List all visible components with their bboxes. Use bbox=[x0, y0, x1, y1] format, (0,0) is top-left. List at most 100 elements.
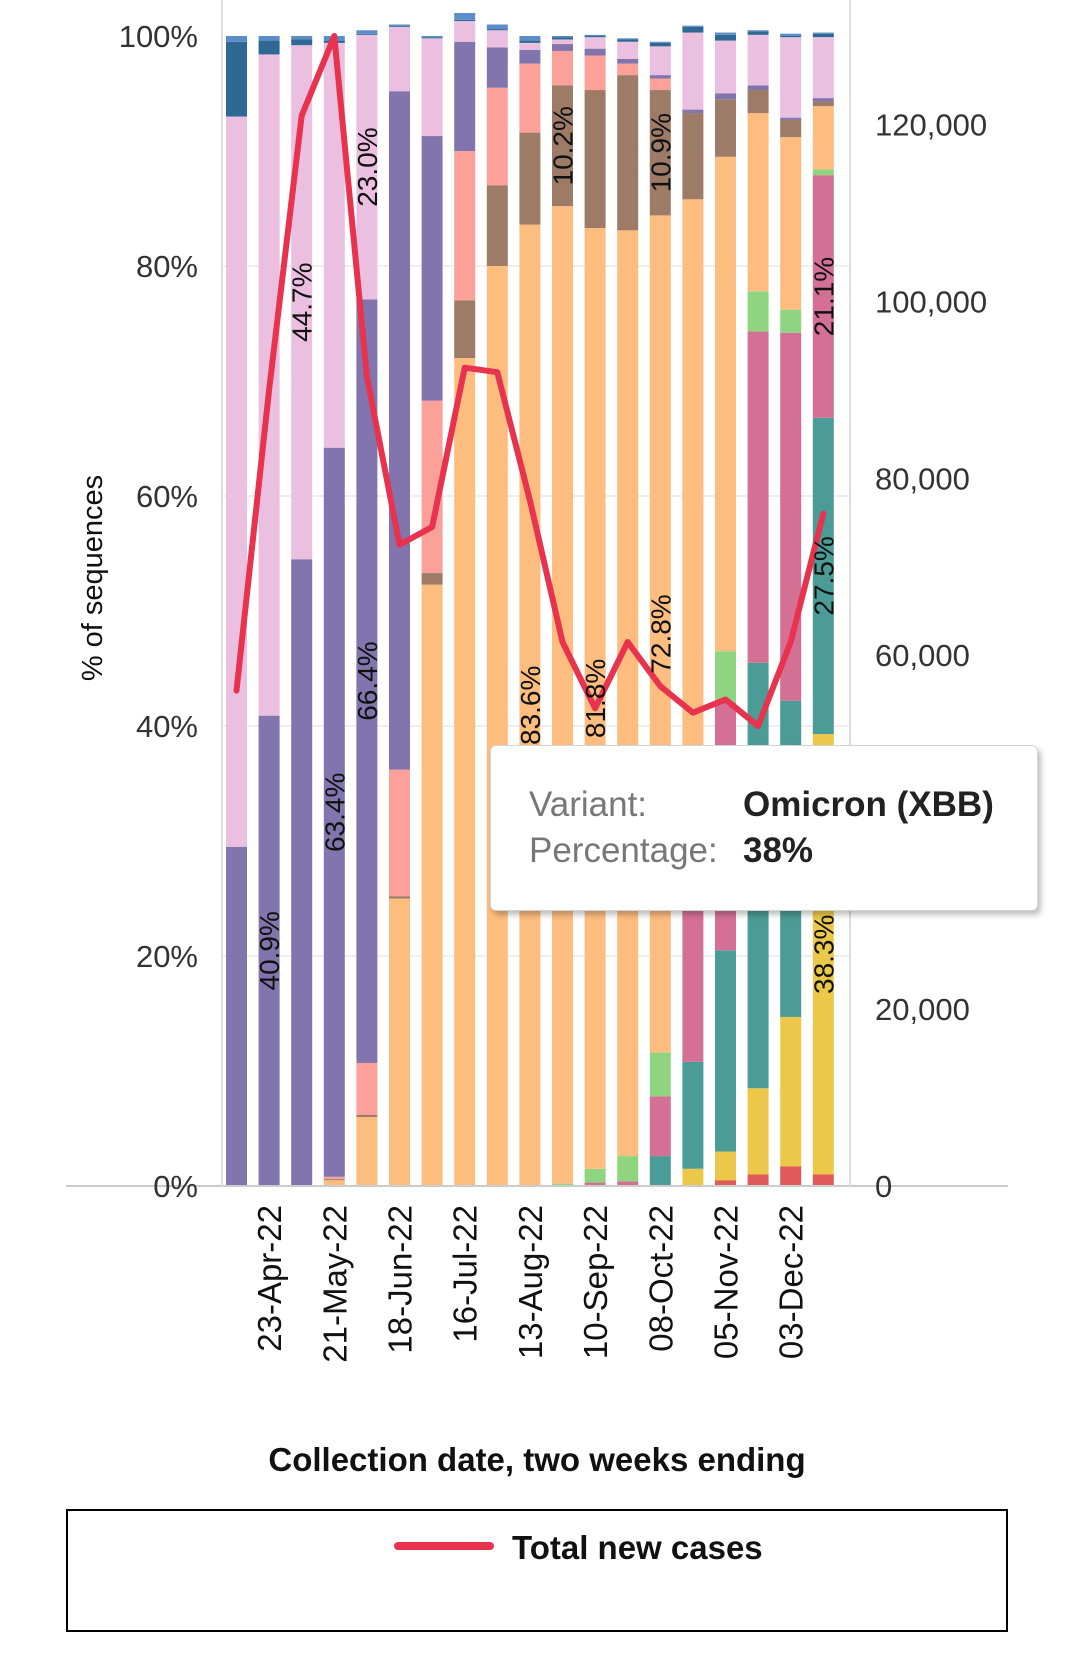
bar-segment[interactable] bbox=[780, 33, 802, 36]
bar-segment[interactable] bbox=[552, 37, 573, 40]
bar-segment[interactable] bbox=[747, 291, 769, 332]
bar-segment[interactable] bbox=[780, 309, 802, 333]
bar-segment[interactable] bbox=[780, 37, 802, 118]
bar-segment[interactable] bbox=[715, 1180, 736, 1186]
total-cases-line[interactable] bbox=[233, 33, 827, 729]
bar-segment[interactable] bbox=[812, 98, 834, 102]
bar-segment[interactable] bbox=[812, 101, 834, 107]
bar-segment[interactable] bbox=[812, 175, 834, 418]
bar-segment[interactable] bbox=[389, 25, 410, 27]
bar-segment[interactable] bbox=[389, 91, 410, 770]
bar-segment[interactable] bbox=[780, 1016, 802, 1167]
bar-segment[interactable] bbox=[584, 55, 606, 91]
bar-segment[interactable] bbox=[747, 30, 769, 32]
bar-segment[interactable] bbox=[617, 59, 639, 64]
bar-segment[interactable] bbox=[323, 1176, 345, 1180]
bar-segment[interactable] bbox=[584, 48, 606, 56]
bar-segment[interactable] bbox=[552, 50, 573, 86]
bar-segment[interactable] bbox=[682, 26, 704, 33]
bar-segment[interactable] bbox=[780, 1166, 802, 1186]
bar-segment[interactable] bbox=[747, 31, 769, 35]
bar-segment[interactable] bbox=[584, 228, 606, 1169]
bar-segment[interactable] bbox=[715, 34, 736, 41]
bar-segment[interactable] bbox=[226, 36, 247, 42]
bar-segment[interactable] bbox=[421, 37, 443, 39]
bar-segment[interactable] bbox=[584, 34, 606, 36]
bar-segment[interactable] bbox=[552, 39, 573, 45]
bar-segment[interactable] bbox=[486, 30, 508, 48]
bar-segment[interactable] bbox=[552, 206, 573, 1184]
bar-segment[interactable] bbox=[649, 42, 671, 47]
bar-segment[interactable] bbox=[584, 1182, 606, 1186]
bar-segment[interactable] bbox=[454, 21, 476, 42]
bar-segment[interactable] bbox=[584, 37, 606, 49]
bar-segment[interactable] bbox=[649, 1052, 671, 1097]
bar-segment[interactable] bbox=[812, 33, 834, 38]
bar-segment[interactable] bbox=[649, 1096, 671, 1157]
bar-segment[interactable] bbox=[356, 1062, 378, 1115]
bar-segment[interactable] bbox=[519, 224, 541, 1187]
bar-segment[interactable] bbox=[715, 32, 736, 35]
bar-segment[interactable] bbox=[486, 47, 508, 88]
bar-segment[interactable] bbox=[747, 85, 769, 91]
bar-segment[interactable] bbox=[812, 1174, 834, 1187]
bar-segment[interactable] bbox=[715, 1151, 736, 1181]
bar-segment[interactable] bbox=[780, 36, 802, 38]
bar-segment[interactable] bbox=[747, 90, 769, 114]
bar-segment[interactable] bbox=[519, 40, 541, 43]
bar-segment[interactable] bbox=[617, 38, 639, 40]
bar-segment[interactable] bbox=[715, 156, 736, 652]
bar-segment[interactable] bbox=[649, 90, 671, 216]
bar-segment[interactable] bbox=[519, 42, 541, 50]
bar-segment[interactable] bbox=[323, 42, 345, 448]
bar-segment[interactable] bbox=[649, 1156, 671, 1186]
bar-segment[interactable] bbox=[617, 1156, 639, 1182]
bar-segment[interactable] bbox=[552, 44, 573, 51]
bar-segment[interactable] bbox=[519, 132, 541, 225]
bar-segment[interactable] bbox=[682, 113, 704, 200]
bar-segment[interactable] bbox=[682, 1061, 704, 1169]
bar-segment[interactable] bbox=[421, 38, 443, 137]
bar-segment[interactable] bbox=[519, 36, 541, 41]
bar-segment[interactable] bbox=[486, 87, 508, 186]
bar-segment[interactable] bbox=[812, 169, 834, 176]
bar-segment[interactable] bbox=[421, 36, 443, 38]
bar-segment[interactable] bbox=[226, 846, 247, 1186]
bar-segment[interactable] bbox=[715, 93, 736, 100]
bar-segment[interactable] bbox=[780, 332, 802, 701]
bar-segment[interactable] bbox=[421, 136, 443, 401]
bar-segment[interactable] bbox=[552, 1183, 573, 1186]
bar-segment[interactable] bbox=[715, 99, 736, 157]
bar-segment[interactable] bbox=[649, 78, 671, 91]
bar-segment[interactable] bbox=[552, 36, 573, 38]
bar-segment[interactable] bbox=[584, 90, 606, 229]
bar-segment[interactable] bbox=[812, 417, 834, 735]
bar-segment[interactable] bbox=[226, 41, 247, 117]
bar-segment[interactable] bbox=[812, 106, 834, 170]
bar-segment[interactable] bbox=[780, 117, 802, 120]
bar-segment[interactable] bbox=[454, 151, 476, 301]
bar-segment[interactable] bbox=[682, 25, 704, 27]
bar-segment[interactable] bbox=[519, 63, 541, 133]
bar-segment[interactable] bbox=[649, 46, 671, 76]
bar-segment[interactable] bbox=[421, 573, 443, 585]
bar-segment[interactable] bbox=[258, 715, 280, 1186]
bar-segment[interactable] bbox=[454, 41, 476, 151]
bar-segment[interactable] bbox=[258, 40, 280, 55]
bar-segment[interactable] bbox=[649, 41, 671, 43]
bar-segment[interactable] bbox=[617, 41, 639, 59]
bar-segment[interactable] bbox=[617, 39, 639, 42]
bar-segment[interactable] bbox=[486, 29, 508, 31]
bar-segment[interactable] bbox=[454, 13, 476, 20]
bar-segment[interactable] bbox=[617, 63, 639, 76]
bar-segment[interactable] bbox=[356, 1114, 378, 1117]
bar-segment[interactable] bbox=[454, 19, 476, 22]
bar-segment[interactable] bbox=[584, 1168, 606, 1183]
bar-segment[interactable] bbox=[389, 26, 410, 92]
bar-segment[interactable] bbox=[812, 32, 834, 34]
bar-segment[interactable] bbox=[780, 119, 802, 138]
bar-segment[interactable] bbox=[356, 1117, 378, 1186]
bar-segment[interactable] bbox=[649, 75, 671, 79]
bar-segment[interactable] bbox=[389, 24, 410, 26]
bar-segment[interactable] bbox=[356, 34, 378, 300]
